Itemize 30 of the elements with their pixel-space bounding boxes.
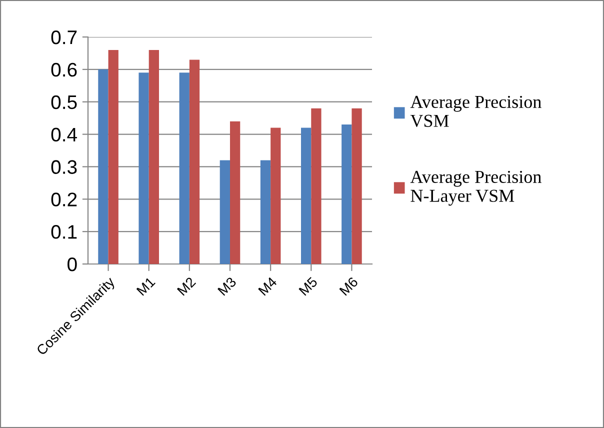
bar [270,128,281,264]
legend-label: Average Precision N-Layer VSM [410,170,542,206]
bar [138,72,149,264]
y-tick-label: 0.5 [51,95,77,110]
bar [220,160,230,264]
bar [352,108,362,264]
x-tick-label: M2 [176,276,196,296]
bar [311,108,322,264]
bar [179,72,190,264]
bar [189,60,200,264]
bar [342,124,352,264]
x-tick-label: M3 [217,276,237,296]
bar [148,50,159,264]
x-tick-label: M5 [298,276,318,296]
y-tick-label: 0.2 [51,192,77,206]
bar [301,128,312,264]
y-tick-label: 0.1 [51,225,77,239]
y-tick-label: 0.7 [51,30,77,44]
bar [98,69,108,264]
y-tick-label: 0.4 [51,128,78,142]
bar [230,121,240,264]
legend-label: Average Precision VSM [410,96,542,128]
x-tick-label: M4 [258,276,278,296]
y-tick-label: 0.6 [51,62,77,77]
x-tick-label: M1 [136,276,156,296]
y-tick-label: 0 [68,257,77,272]
bar [108,50,118,264]
x-tick-label: M6 [339,276,358,296]
y-tick-label: 0.3 [51,160,77,174]
bar [260,160,271,264]
